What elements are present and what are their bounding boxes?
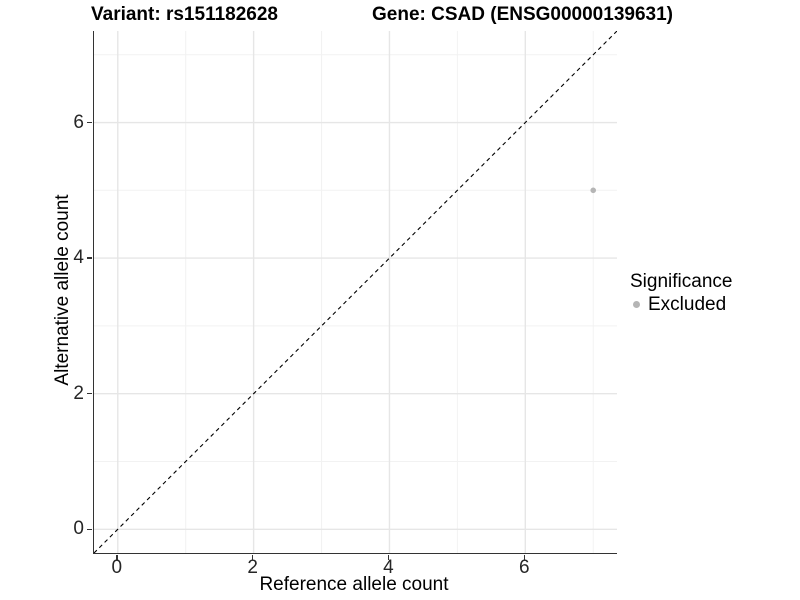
x-tick-label: 2: [247, 557, 258, 578]
plot-canvas: [94, 31, 617, 553]
legend-item-label: Excluded: [648, 294, 727, 315]
y-tick-mark: [86, 121, 92, 124]
x-tick-label: 0: [111, 557, 123, 578]
y-tick-label: 2: [73, 382, 84, 404]
plot-panel: [93, 31, 617, 554]
x-tick-label: 6: [519, 557, 530, 578]
data-point: [590, 187, 597, 194]
x-axis-title: Reference allele count: [259, 574, 449, 595]
y-axis-title: Alternative allele count: [52, 194, 73, 386]
identity-line: [94, 31, 617, 553]
legend-items: Excluded: [630, 294, 732, 315]
x-tick-mark: [116, 554, 118, 560]
x-tick-label: 4: [383, 557, 394, 578]
y-tick-mark: [86, 257, 92, 259]
legend-key-dot-icon: [633, 301, 640, 308]
plot-title-variant: Variant: rs151182628: [91, 4, 278, 25]
y-tick-mark: [86, 528, 92, 531]
legend-title: Significance: [630, 271, 733, 292]
y-tick-label: 6: [73, 111, 84, 133]
legend: Significance Excluded: [630, 271, 732, 315]
y-tick-mark: [86, 392, 92, 395]
legend-item: Excluded: [630, 294, 732, 315]
plot-title-gene: Gene: CSAD (ENSG00000139631): [372, 4, 673, 25]
x-tick-mark: [387, 554, 390, 560]
y-tick-label: 4: [73, 247, 84, 269]
x-tick-mark: [251, 554, 254, 560]
x-tick-mark: [523, 554, 526, 560]
y-tick-label: 0: [73, 518, 84, 540]
